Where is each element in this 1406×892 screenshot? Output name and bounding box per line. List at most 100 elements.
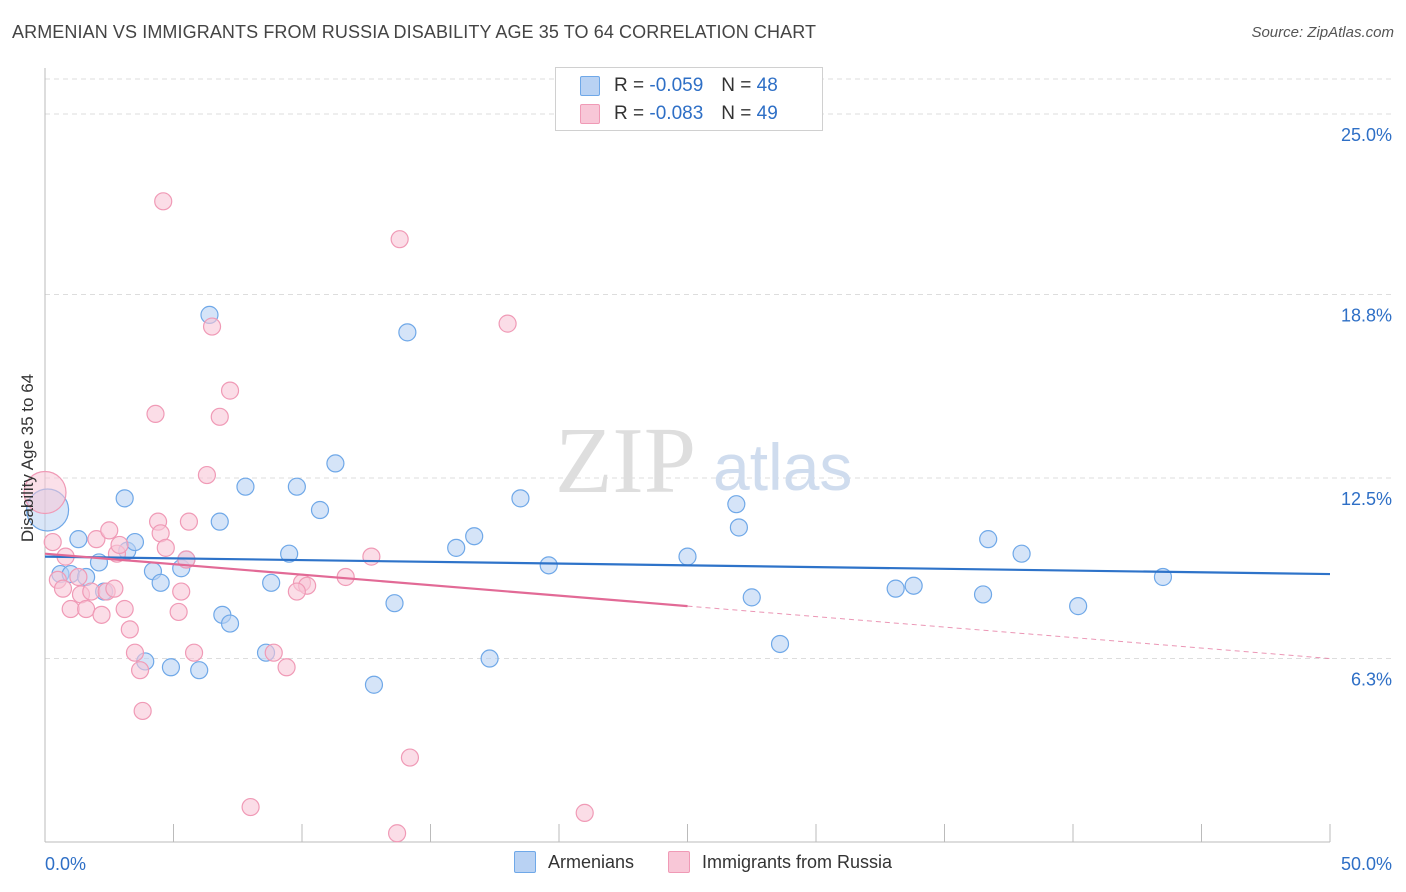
armenians-point — [236, 477, 255, 496]
armenians-point — [511, 489, 530, 508]
legend-label-armenians: Armenians — [547, 851, 634, 872]
points-layer — [23, 192, 1173, 843]
russia-point — [69, 567, 88, 587]
russia-point — [105, 579, 124, 598]
russia-point — [110, 535, 129, 555]
russia-point — [130, 661, 150, 680]
russia-point — [264, 643, 283, 662]
stats-legend: R = -0.059 N = 48 R = -0.083 N = 49 — [555, 67, 823, 131]
russia-point — [133, 701, 152, 721]
armenians-point — [770, 634, 790, 654]
armenians-point — [973, 585, 993, 604]
russia-point — [154, 192, 173, 211]
russia-point — [87, 530, 106, 549]
armenians-point — [678, 547, 697, 566]
armenians-point — [398, 323, 417, 342]
x-tick-label-max: 50.0% — [1341, 854, 1392, 874]
russia-point — [400, 748, 420, 767]
tick-labels: 6.3% 12.5% 18.8% 25.0% 0.0% 50.0% — [45, 125, 1392, 874]
r-value-armenians: -0.059 — [649, 75, 704, 96]
russia-legend-swatch — [668, 851, 690, 873]
russia-point — [202, 317, 222, 336]
armenians-point — [326, 454, 345, 473]
russia-point — [43, 532, 62, 552]
russia-point — [172, 582, 191, 601]
russia-point — [120, 620, 139, 639]
x-tick-label-min: 0.0% — [45, 854, 86, 874]
russia-point — [498, 314, 517, 333]
r-label: R = — [614, 75, 645, 96]
armenians-point — [125, 532, 145, 552]
armenians-trend-line — [44, 555, 1331, 576]
armenians-point — [385, 594, 404, 613]
russia-point — [146, 404, 165, 424]
armenians-point — [115, 489, 134, 508]
russia-point — [362, 547, 381, 566]
armenians-point — [904, 576, 923, 595]
armenians-point — [287, 477, 306, 496]
chart-title: ARMENIAN VS IMMIGRANTS FROM RUSSIA DISAB… — [12, 22, 817, 42]
russia-point — [92, 605, 111, 624]
r-value-russia: -0.083 — [649, 103, 704, 124]
russia-point — [156, 538, 175, 557]
russia-point — [23, 470, 67, 515]
armenians-point — [727, 495, 746, 514]
trend-layer — [44, 552, 1331, 660]
russia-point — [115, 599, 134, 619]
legend-item-russia[interactable]: Immigrants from Russia — [668, 851, 892, 873]
russia-point — [287, 582, 306, 601]
russia-point — [390, 230, 409, 249]
armenians-legend-swatch — [513, 851, 536, 873]
legend-item-armenians[interactable]: Armenians — [513, 851, 634, 873]
n-value-armenians: 48 — [756, 75, 778, 96]
watermark: ZIP atlas — [555, 409, 852, 513]
armenians-point — [210, 512, 229, 531]
armenians-point — [161, 658, 181, 677]
russia-point — [77, 599, 96, 619]
legend-label-russia: Immigrants from Russia — [702, 851, 893, 872]
n-label: N = — [721, 75, 752, 96]
russia-point — [61, 599, 80, 619]
armenians-swatch — [580, 76, 600, 96]
armenians-point — [447, 538, 466, 557]
y-tick-label: 25.0% — [1341, 125, 1392, 145]
armenians-point — [1069, 597, 1088, 616]
y-axis-label: Disability Age 35 to 64 — [18, 373, 37, 543]
russia-point — [197, 465, 217, 485]
r-label: R = — [614, 103, 645, 124]
russia-point — [82, 582, 101, 601]
russia-point — [179, 512, 199, 531]
armenians-point — [480, 649, 499, 668]
armenians-point — [69, 530, 88, 549]
russia-point — [125, 643, 145, 662]
armenians-point — [364, 675, 384, 694]
russia-trend-line — [44, 552, 688, 608]
y-tick-label: 18.8% — [1341, 306, 1392, 326]
russia-point — [210, 407, 229, 426]
armenians-point — [262, 573, 281, 592]
armenians-point — [280, 544, 299, 563]
russia-point — [169, 602, 188, 622]
armenians-point — [220, 614, 240, 633]
russia-point — [100, 521, 119, 540]
armenians-point — [742, 588, 761, 607]
russia-point — [387, 824, 407, 843]
watermark-zip: ZIP — [555, 409, 696, 513]
russia-point — [575, 803, 594, 822]
russia-swatch — [580, 104, 600, 124]
stats-row-armenians: R = -0.059 N = 48 — [580, 73, 778, 99]
watermark-atlas: atlas — [713, 430, 852, 504]
russia-point — [241, 797, 260, 817]
russia-point — [184, 643, 204, 662]
armenians-point — [979, 530, 998, 549]
armenians-point — [190, 661, 209, 680]
russia-point — [220, 381, 240, 400]
russia-point — [277, 658, 296, 677]
source-label: Source: ZipAtlas.com — [1251, 24, 1394, 41]
axis-layer — [44, 68, 1331, 843]
armenians-point — [151, 573, 170, 592]
n-label: N = — [721, 103, 752, 124]
armenians-point — [310, 500, 330, 520]
y-tick-label: 12.5% — [1341, 489, 1392, 509]
